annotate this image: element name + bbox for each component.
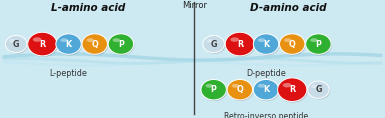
Text: Mirror: Mirror: [182, 1, 207, 10]
Ellipse shape: [28, 33, 58, 57]
Text: Q: Q: [236, 85, 243, 94]
Ellipse shape: [258, 38, 265, 42]
Ellipse shape: [203, 35, 224, 53]
Ellipse shape: [28, 32, 57, 56]
Ellipse shape: [284, 38, 291, 42]
Ellipse shape: [228, 81, 253, 101]
Ellipse shape: [227, 79, 253, 100]
Text: Q: Q: [91, 40, 98, 48]
Text: P: P: [118, 40, 124, 48]
Ellipse shape: [280, 35, 306, 55]
Ellipse shape: [283, 83, 291, 87]
Ellipse shape: [82, 34, 107, 54]
Ellipse shape: [206, 84, 213, 88]
Ellipse shape: [108, 34, 134, 54]
Text: K: K: [263, 40, 269, 48]
Ellipse shape: [310, 38, 318, 42]
Ellipse shape: [60, 38, 68, 42]
Text: P: P: [211, 85, 217, 94]
Text: R: R: [289, 85, 295, 94]
Ellipse shape: [225, 32, 254, 56]
Ellipse shape: [9, 39, 16, 42]
Ellipse shape: [87, 38, 94, 42]
Ellipse shape: [207, 39, 213, 42]
Ellipse shape: [254, 81, 280, 101]
Ellipse shape: [230, 37, 239, 42]
Text: L-amino acid: L-amino acid: [52, 3, 126, 13]
Ellipse shape: [253, 79, 279, 100]
Ellipse shape: [202, 81, 227, 101]
Ellipse shape: [56, 34, 81, 54]
Ellipse shape: [33, 37, 42, 42]
Ellipse shape: [306, 34, 331, 54]
Ellipse shape: [109, 35, 135, 55]
Ellipse shape: [6, 37, 28, 54]
Text: L-peptide: L-peptide: [50, 69, 87, 78]
Ellipse shape: [201, 79, 226, 100]
Text: G: G: [13, 40, 19, 48]
Ellipse shape: [232, 84, 239, 88]
Ellipse shape: [307, 35, 332, 55]
Text: R: R: [237, 40, 243, 48]
Ellipse shape: [57, 35, 82, 55]
Ellipse shape: [279, 79, 308, 103]
Ellipse shape: [204, 37, 226, 54]
Text: R: R: [39, 40, 45, 48]
Ellipse shape: [83, 35, 109, 55]
Text: Q: Q: [289, 40, 296, 48]
Ellipse shape: [308, 81, 329, 98]
Text: P: P: [315, 40, 321, 48]
Text: K: K: [65, 40, 72, 48]
Text: D-amino acid: D-amino acid: [251, 3, 327, 13]
Ellipse shape: [253, 34, 279, 54]
Text: G: G: [211, 40, 217, 48]
Ellipse shape: [278, 78, 307, 101]
Ellipse shape: [311, 85, 318, 88]
Ellipse shape: [280, 34, 305, 54]
Ellipse shape: [309, 82, 330, 99]
Ellipse shape: [113, 38, 120, 42]
Ellipse shape: [254, 35, 280, 55]
Text: G: G: [315, 85, 321, 94]
Ellipse shape: [226, 33, 256, 57]
Text: D-peptide: D-peptide: [246, 69, 286, 78]
Ellipse shape: [258, 84, 265, 88]
Ellipse shape: [5, 35, 27, 53]
Text: K: K: [263, 85, 269, 94]
Text: Retro-inverso peptide: Retro-inverso peptide: [224, 112, 308, 118]
